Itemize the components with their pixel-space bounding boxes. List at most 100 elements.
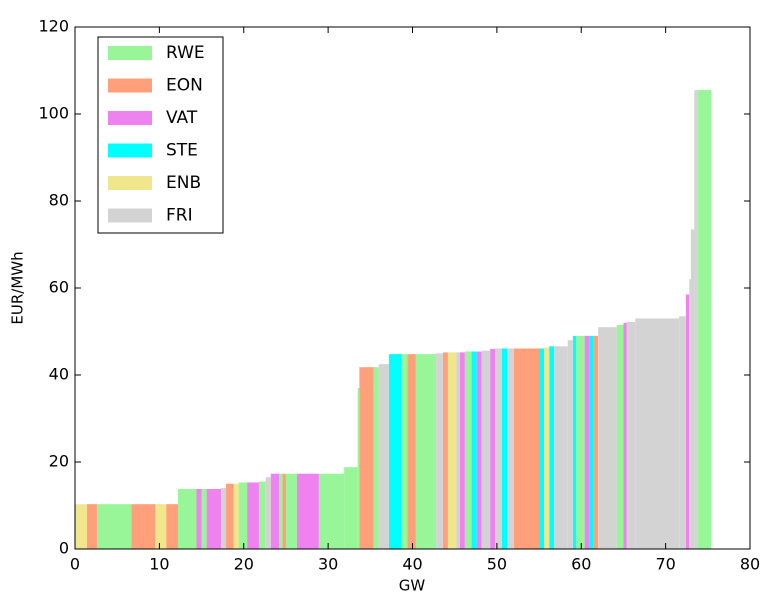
bar [593, 335, 599, 549]
bar [635, 318, 680, 549]
bar [378, 364, 389, 549]
legend-swatch [108, 143, 152, 158]
legend-label: FRI [166, 206, 193, 226]
bar [697, 90, 712, 549]
bar [576, 335, 585, 549]
legend-label: VAT [166, 108, 198, 128]
bar [442, 352, 448, 549]
bar [296, 473, 319, 549]
bar [459, 352, 465, 549]
x-tick-label: 30 [318, 555, 338, 574]
y-tick-label: 0 [59, 539, 69, 558]
bar [490, 348, 496, 549]
bar [177, 488, 197, 549]
bar [407, 354, 416, 549]
bar [282, 473, 286, 549]
bar [501, 348, 507, 549]
bar [258, 481, 266, 549]
legend-label: STE [166, 141, 198, 161]
bar [196, 488, 202, 549]
bar [357, 388, 360, 549]
x-tick-label: 50 [487, 555, 507, 574]
legend-swatch [108, 46, 152, 60]
bar [155, 504, 167, 549]
bar [415, 354, 437, 549]
bar [344, 467, 358, 549]
bar [572, 335, 577, 549]
bar [131, 504, 156, 549]
bar [626, 321, 636, 549]
bar [436, 353, 443, 549]
bar [690, 229, 695, 549]
legend-swatch [108, 78, 152, 93]
x-tick-label: 70 [655, 555, 675, 574]
bar [623, 322, 627, 549]
legend-label: ENB [166, 173, 201, 193]
bar [270, 473, 280, 549]
bar [554, 346, 568, 549]
bar [285, 473, 297, 549]
x-tick-label: 10 [149, 555, 169, 574]
y-tick-label: 20 [49, 452, 69, 471]
legend-swatch [108, 208, 152, 223]
bar [539, 348, 545, 549]
bar [456, 352, 460, 549]
bar [598, 327, 617, 549]
bar [495, 348, 502, 549]
x-tick-label: 60 [571, 555, 591, 574]
legend-label: EON [166, 76, 203, 96]
x-tick-label: 80 [740, 555, 760, 574]
y-tick-label: 40 [49, 365, 69, 384]
bar [567, 340, 573, 549]
bar [584, 335, 590, 549]
bar [373, 367, 379, 549]
bar [549, 346, 555, 549]
y-axis-label: EUR/MWh [9, 251, 27, 324]
bar [238, 482, 248, 549]
bar [279, 473, 283, 549]
bar [447, 352, 457, 549]
bar [507, 348, 514, 549]
legend-box [97, 36, 224, 234]
bar [513, 348, 540, 549]
bar [388, 354, 402, 549]
bar [247, 482, 259, 549]
bar [544, 347, 550, 549]
bar [589, 335, 594, 549]
bar [679, 316, 686, 549]
bar [220, 488, 227, 549]
x-tick-label: 20 [234, 555, 254, 574]
bar [689, 279, 691, 549]
x-axis-label: GW [399, 577, 426, 595]
bars [75, 90, 712, 549]
bar [476, 351, 482, 549]
y-tick-label: 100 [38, 104, 69, 123]
bar [401, 354, 408, 549]
bar [471, 351, 477, 549]
y-tick-label: 60 [49, 278, 69, 297]
x-tick-label: 40 [402, 555, 422, 574]
legend-label: RWE [166, 43, 205, 63]
bar [166, 504, 178, 549]
bar [96, 504, 132, 549]
y-tick-label: 80 [49, 191, 69, 210]
bar [616, 324, 624, 549]
bar [226, 483, 234, 549]
bar [201, 488, 207, 549]
bar [685, 294, 690, 549]
bar [233, 483, 239, 549]
bar [265, 477, 271, 549]
bar [318, 473, 345, 549]
x-tick-label: 0 [70, 555, 80, 574]
bar [481, 350, 491, 549]
bar [464, 351, 472, 549]
bar [206, 488, 221, 549]
bar [694, 90, 698, 549]
legend-swatch [108, 111, 152, 125]
bar [359, 367, 374, 549]
bar [75, 504, 87, 549]
legend-swatch [108, 176, 152, 190]
y-tick-label: 120 [38, 17, 69, 36]
bar [86, 504, 97, 549]
